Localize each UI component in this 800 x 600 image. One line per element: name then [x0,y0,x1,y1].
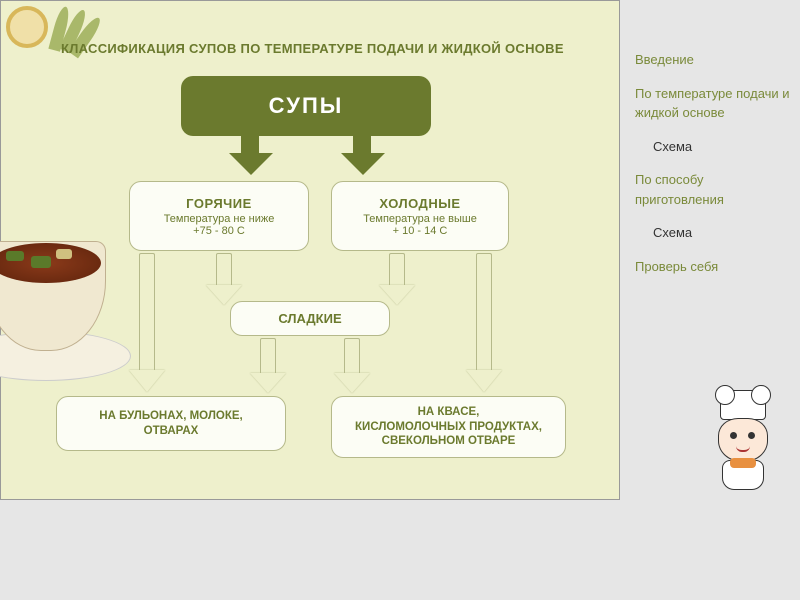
sidebar-item-intro[interactable]: Введение [635,50,790,70]
node-hot: ГОРЯЧИЕ Температура не ниже +75 - 80 С [129,181,309,251]
node-root: СУПЫ [181,76,431,136]
node-cold: ХОЛОДНЫЕ Температура не выше + 10 - 14 С [331,181,509,251]
node-kvass-line2: КИСЛОМОЛОЧНЫХ ПРОДУКТАХ, [355,420,542,435]
node-broth-line2: ОТВАРАХ [144,424,199,439]
node-sweet: СЛАДКИЕ [230,301,390,336]
node-hot-line1: Температура не ниже [164,213,275,225]
node-sweet-label: СЛАДКИЕ [278,311,341,326]
chef-hat-icon [720,390,766,420]
node-broth: НА БУЛЬОНАХ, МОЛОКЕ, ОТВАРАХ [56,396,286,451]
node-kvass: НА КВАСЕ, КИСЛОМОЛОЧНЫХ ПРОДУКТАХ, СВЕКО… [331,396,566,458]
node-cold-line2: + 10 - 14 С [393,225,448,237]
pretzel-icon [6,6,48,48]
node-cold-title: ХОЛОДНЫЕ [379,196,460,211]
sidebar-item-schema-2[interactable]: Схема [653,223,790,243]
arrowhead-icon [341,153,385,175]
chef-mascot-illustration [700,390,790,500]
sidebar-item-schema-1[interactable]: Схема [653,137,790,157]
node-cold-line1: Температура не выше [363,213,477,225]
sidebar-item-temperature[interactable]: По температуре подачи и жидкой основе [635,84,790,123]
node-hot-line2: +75 - 80 С [193,225,245,237]
arrowhead-icon [229,153,273,175]
sidebar-item-quiz[interactable]: Проверь себя [635,257,790,277]
corner-decoration [6,6,106,106]
node-kvass-line1: НА КВАСЕ, [418,405,480,420]
slide-title: КЛАССИФИКАЦИЯ СУПОВ ПО ТЕМПЕРАТУРЕ ПОДАЧ… [61,41,581,56]
slide-area: КЛАССИФИКАЦИЯ СУПОВ ПО ТЕМПЕРАТУРЕ ПОДАЧ… [0,0,620,500]
sidebar-item-preparation[interactable]: По способу приготовления [635,170,790,209]
node-root-label: СУПЫ [269,93,344,119]
soup-bowl-illustration [0,201,131,401]
node-kvass-line3: СВЕКОЛЬНОМ ОТВАРЕ [382,434,516,449]
node-broth-line1: НА БУЛЬОНАХ, МОЛОКЕ, [99,409,242,424]
node-hot-title: ГОРЯЧИЕ [186,196,252,211]
